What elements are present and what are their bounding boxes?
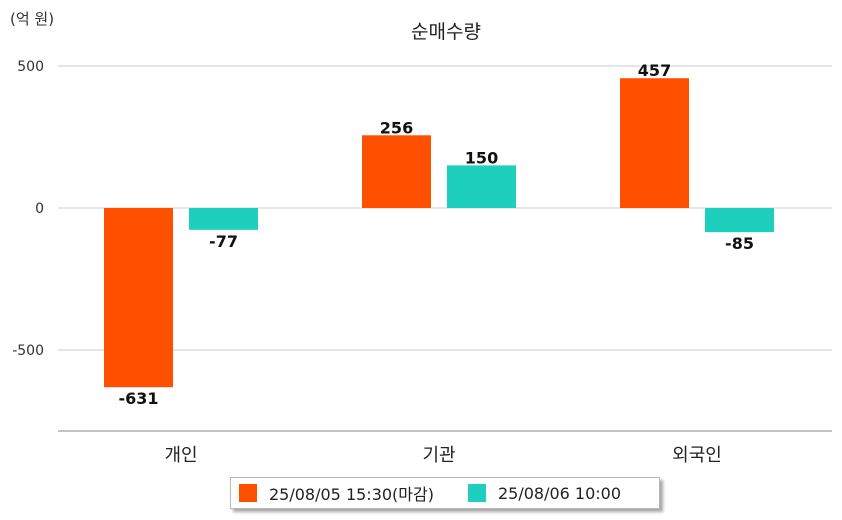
unit-label: (억 원) (10, 10, 54, 28)
bar-0-1[interactable] (189, 208, 258, 230)
bars (104, 78, 774, 388)
x-axis-categories: 개인 기관 외국인 (164, 445, 721, 466)
data-label-1-1: 150 (465, 148, 498, 167)
data-label-0-1: -77 (209, 232, 238, 251)
legend-item-series-2[interactable]: 25/08/06 10:00 (467, 483, 622, 503)
gridlines (58, 65, 832, 351)
bar-0-0[interactable] (104, 208, 173, 388)
y-tick-label-2: -500 (12, 343, 44, 359)
legend: 25/08/05 15:30(마감) 25/08/06 10:00 (230, 477, 660, 509)
data-label-2-1: -85 (725, 234, 754, 253)
legend-label-series-1: 25/08/05 15:30(마감) (269, 485, 434, 504)
data-label-0-0: -631 (118, 389, 158, 408)
y-axis-ticks: 500 0 -500 (12, 59, 44, 359)
y-tick-label-1: 0 (35, 201, 44, 217)
x-category-label-0: 개인 (164, 445, 197, 466)
data-label-1-0: 256 (380, 118, 413, 137)
legend-item-series-1[interactable]: 25/08/05 15:30(마감) (239, 481, 434, 505)
y-tick-label-0: 500 (17, 59, 44, 75)
bar-2-0[interactable] (620, 78, 689, 208)
bar-1-0[interactable] (362, 135, 431, 208)
chart-title: 순매수량 (411, 21, 481, 43)
x-category-label-1: 기관 (422, 445, 455, 466)
bar-2-1[interactable] (705, 208, 774, 233)
legend-label-series-2: 25/08/06 10:00 (497, 483, 622, 503)
data-labels: -631 -77 256 150 457 -85 (118, 61, 753, 408)
x-category-label-2: 외국인 (672, 445, 722, 466)
legend-swatch-series-1 (239, 484, 257, 502)
data-label-2-0: 457 (638, 61, 671, 80)
legend-swatch-series-2 (467, 484, 486, 502)
bar-1-1[interactable] (447, 165, 516, 208)
